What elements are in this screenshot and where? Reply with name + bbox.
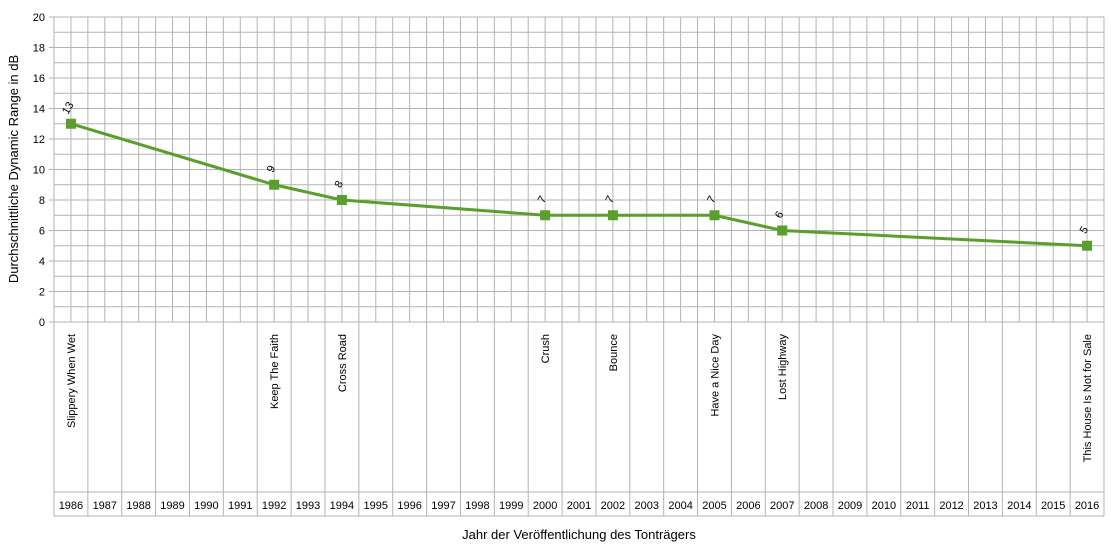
data-value-label: 7 — [536, 194, 549, 205]
axes: 0 2 4 6 8 10 12 14 16 18 20 — [33, 12, 1104, 329]
data-point-marker — [540, 210, 551, 221]
x-album-label: Crush — [540, 334, 552, 363]
y-tick-label: 10 — [33, 165, 45, 177]
grid-lines — [53, 16, 1105, 517]
x-year-label: 1989 — [160, 500, 184, 512]
x-year-label: 2014 — [1007, 500, 1031, 512]
x-album-label: Keep The Faith — [269, 334, 281, 409]
y-tick-label: 6 — [39, 226, 45, 238]
data-point-marker — [607, 210, 618, 221]
x-year-label: 1992 — [262, 500, 286, 512]
y-axis-title: Durchschnittliche Dynamic Range in dB — [6, 55, 21, 283]
x-album-label: Lost Highway — [777, 334, 789, 401]
x-year-label: 2010 — [872, 500, 896, 512]
x-album-label: Slippery When Wet — [66, 334, 78, 428]
data-point-marker — [777, 225, 788, 236]
data-series: 13 9 8 7 7 7 6 5 — [60, 100, 1093, 251]
x-year-label: 1996 — [397, 500, 421, 512]
data-point-marker — [709, 210, 720, 221]
x-year-label: 2000 — [533, 500, 557, 512]
x-year-label: 1990 — [194, 500, 218, 512]
data-value-label: 6 — [773, 209, 786, 220]
x-year-label: 2016 — [1075, 500, 1099, 512]
data-value-label: 5 — [1078, 225, 1091, 236]
data-value-label: 9 — [265, 164, 278, 175]
x-year-label: 2006 — [736, 500, 760, 512]
x-category-labels: 1986 1987 1988 1989 1990 1991 1992 1993 1994 1995… — [59, 334, 1100, 512]
x-year-label: 1994 — [330, 500, 354, 512]
series-line — [70, 122, 1088, 248]
x-album-label: Have a Nice Day — [709, 334, 721, 417]
y-tick-label: 4 — [39, 256, 45, 268]
x-year-label: 2011 — [906, 500, 930, 512]
x-year-label: 2002 — [601, 500, 625, 512]
x-year-label: 2012 — [939, 500, 963, 512]
x-year-label: 2007 — [770, 500, 794, 512]
x-year-label: 2013 — [973, 500, 997, 512]
x-album-label: Cross Road — [337, 334, 349, 392]
x-year-label: 1998 — [465, 500, 489, 512]
data-value-label: 7 — [604, 194, 617, 205]
y-tick-label: 8 — [39, 195, 45, 207]
y-tick-label: 18 — [33, 43, 45, 55]
x-year-label: 2003 — [634, 500, 658, 512]
x-year-label: 2004 — [668, 500, 692, 512]
x-year-label: 1991 — [228, 500, 252, 512]
data-point-marker — [65, 118, 76, 129]
x-axis-title: Jahr der Veröffentlichung des Tonträgers — [462, 527, 696, 542]
x-album-label: Bounce — [608, 334, 620, 371]
x-year-label: 2008 — [804, 500, 828, 512]
y-tick-label: 14 — [33, 104, 45, 116]
y-tick-label: 16 — [33, 73, 45, 85]
x-year-label: 1988 — [126, 500, 150, 512]
x-year-label: 1987 — [93, 500, 117, 512]
x-year-label: 2015 — [1041, 500, 1065, 512]
data-value-label: 8 — [333, 179, 346, 190]
data-value-label: 7 — [705, 194, 718, 205]
y-tick-label: 2 — [39, 287, 45, 299]
data-value-label: 13 — [60, 100, 77, 117]
data-point-marker — [336, 195, 347, 205]
x-album-label: This House Is Not for Sale — [1082, 334, 1094, 462]
data-point-marker — [1082, 240, 1093, 251]
data-point-marker — [269, 179, 280, 190]
x-year-label: 2001 — [567, 500, 591, 512]
y-tick-label: 0 — [39, 317, 45, 329]
y-tick-label: 20 — [33, 12, 45, 24]
y-tick-label: 12 — [33, 134, 45, 146]
x-year-label: 1986 — [59, 500, 83, 512]
x-year-label: 1999 — [499, 500, 523, 512]
x-year-label: 1993 — [296, 500, 320, 512]
x-year-label: 1995 — [364, 500, 388, 512]
x-year-label: 1997 — [431, 500, 455, 512]
x-year-label: 2005 — [702, 500, 726, 512]
x-year-label: 2009 — [838, 500, 862, 512]
